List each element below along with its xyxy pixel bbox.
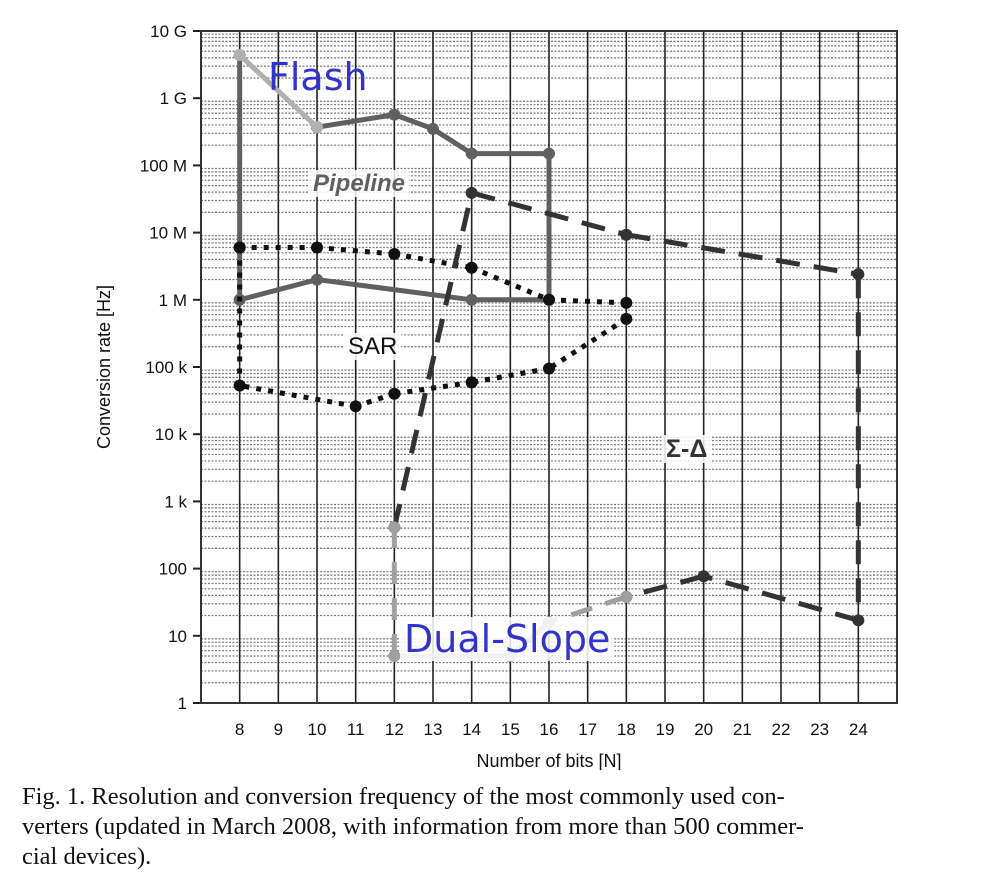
y-tick-label: 1 G bbox=[160, 89, 187, 108]
x-tick-label: 17 bbox=[578, 720, 597, 739]
data-point bbox=[465, 376, 478, 389]
series-flash bbox=[233, 48, 323, 134]
series-segment bbox=[702, 573, 860, 623]
y-tick-label: 100 bbox=[159, 560, 187, 579]
data-point bbox=[311, 273, 323, 286]
y-tick-label: 10 M bbox=[149, 224, 187, 243]
annotation-label: Pipeline bbox=[313, 170, 405, 197]
series-- bbox=[388, 186, 865, 627]
x-tick-label: 24 bbox=[849, 720, 868, 739]
data-point bbox=[388, 650, 401, 663]
data-point bbox=[233, 379, 246, 392]
adc-survey-chart: Flash Pipeline SAR Σ-Δ Dual-Slope 8 9 10 11 12 13… bbox=[94, 22, 898, 770]
data-point bbox=[852, 614, 865, 627]
x-tick-label: 10 bbox=[308, 720, 327, 739]
series-segment bbox=[548, 297, 627, 306]
data-point bbox=[465, 293, 478, 306]
x-tick-label: 18 bbox=[617, 720, 636, 739]
x-tick-label: 9 bbox=[274, 720, 283, 739]
series-segment bbox=[431, 126, 474, 156]
x-tick-label: 14 bbox=[462, 720, 481, 739]
series-segment bbox=[316, 112, 395, 130]
data-point bbox=[349, 400, 362, 413]
data-point bbox=[388, 387, 401, 400]
data-point bbox=[465, 186, 478, 199]
annotation-label: Σ-Δ bbox=[666, 435, 707, 463]
x-axis-label: Number of bits [N] bbox=[476, 751, 621, 770]
x-tick-label: 13 bbox=[424, 720, 443, 739]
y-tick-label: 100 k bbox=[145, 358, 187, 377]
annotation-label: SAR bbox=[348, 333, 397, 360]
annotation-background bbox=[400, 617, 615, 661]
y-tick-label: 100 M bbox=[140, 156, 187, 175]
series-segment bbox=[393, 379, 473, 397]
x-tick-label: 11 bbox=[347, 720, 365, 739]
data-point bbox=[311, 121, 323, 134]
series-segment bbox=[391, 192, 475, 528]
x-tick-label: 20 bbox=[694, 720, 713, 739]
series-segment bbox=[393, 112, 434, 132]
series-segment bbox=[471, 366, 550, 385]
x-tick-label: 12 bbox=[385, 720, 404, 739]
annotation-label: Dual-Slope bbox=[404, 617, 610, 661]
x-tick-label: 22 bbox=[772, 720, 791, 739]
annotation-background bbox=[344, 333, 402, 360]
series-layer bbox=[233, 48, 865, 663]
caption-line: verters (updated in March 2008, with inf… bbox=[22, 813, 804, 840]
series-segment bbox=[239, 277, 318, 303]
data-point bbox=[852, 268, 865, 281]
series-segment bbox=[237, 53, 319, 130]
x-tick-label: 15 bbox=[501, 720, 520, 739]
annotation-background bbox=[309, 170, 410, 197]
data-point bbox=[620, 296, 633, 309]
data-point bbox=[543, 362, 555, 375]
series-segment bbox=[471, 190, 627, 238]
series-segment bbox=[625, 573, 705, 600]
y-tick-label: 10 k bbox=[155, 425, 188, 444]
series-segment bbox=[470, 265, 550, 303]
y-tick-label: 1 k bbox=[164, 492, 187, 511]
data-point bbox=[388, 248, 401, 261]
data-point bbox=[388, 521, 401, 534]
data-point bbox=[465, 261, 478, 274]
y-tick-label: 1 bbox=[178, 694, 187, 713]
y-axis-label: Conversion rate [Hz] bbox=[94, 285, 114, 449]
series-sar bbox=[233, 241, 633, 413]
y-tick-label: 10 G bbox=[150, 22, 187, 41]
data-point bbox=[388, 108, 401, 121]
series-segment bbox=[548, 594, 628, 625]
data-point bbox=[311, 241, 323, 254]
data-point bbox=[465, 147, 478, 160]
series-segment bbox=[239, 383, 357, 409]
x-tick-label: 23 bbox=[810, 720, 829, 739]
data-point bbox=[427, 122, 439, 135]
data-point bbox=[620, 590, 633, 603]
annotation-layer: Flash Pipeline SAR Σ-Δ Dual-Slope bbox=[268, 55, 712, 661]
data-point bbox=[543, 293, 555, 306]
data-point bbox=[543, 147, 555, 160]
x-tick-label: 16 bbox=[540, 720, 559, 739]
series-segment bbox=[393, 251, 473, 271]
data-point bbox=[697, 570, 710, 583]
series-segment bbox=[547, 316, 628, 371]
plot-frame bbox=[200, 30, 898, 704]
data-point bbox=[233, 241, 246, 254]
axes: 8 9 10 11 12 13 14 15 16 17 18 19 20 21 22 23 24 10 G 1 G 1… bbox=[140, 22, 898, 739]
annotation-label: Flash bbox=[268, 55, 368, 99]
data-point bbox=[233, 48, 246, 61]
figure-caption: Fig. 1. Resolution and conversion freque… bbox=[22, 782, 972, 872]
data-point bbox=[620, 312, 633, 325]
y-tick-label: 10 bbox=[168, 627, 187, 646]
data-point bbox=[620, 228, 633, 241]
caption-line: Fig. 1. Resolution and conversion freque… bbox=[22, 783, 785, 810]
series-segment bbox=[316, 245, 395, 257]
annotation-background bbox=[662, 435, 712, 463]
x-tick-label: 19 bbox=[656, 720, 675, 739]
x-tick-label: 21 bbox=[733, 720, 752, 739]
caption-line: cial devices). bbox=[22, 843, 152, 870]
series-segment bbox=[354, 391, 396, 409]
x-tick-label: 8 bbox=[235, 720, 244, 739]
y-tick-label: 1 M bbox=[159, 291, 187, 310]
series-segment bbox=[625, 232, 859, 277]
